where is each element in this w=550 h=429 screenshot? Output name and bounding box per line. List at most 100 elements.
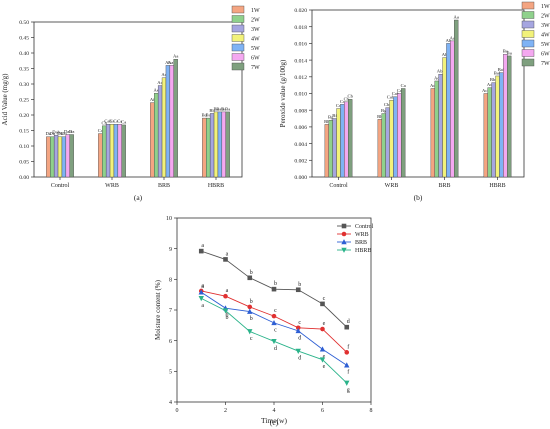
bar-data-label: Bg <box>328 115 334 120</box>
bar <box>324 124 329 178</box>
bar-data-label: Cabc <box>387 95 396 100</box>
point-marker <box>295 325 301 331</box>
bar <box>381 113 386 178</box>
bar <box>161 77 167 178</box>
bar-data-label: Db <box>57 131 63 136</box>
point-data-label: e <box>323 321 326 327</box>
point-marker <box>320 301 325 307</box>
point-marker <box>319 346 326 352</box>
x-tick-label: HBRB <box>208 183 224 189</box>
bar-data-label: Cc <box>98 128 103 133</box>
panel-b-peroxide-value: 0.000 0.002 0.004 0.006 0.008 0.010 0.012 0.014… <box>279 1 550 202</box>
y-tick-label: 0.05 <box>19 160 29 166</box>
bar-data-label: Ba <box>507 50 512 55</box>
y-tick-label: 0.25 <box>19 98 29 104</box>
point-data-label: c <box>250 336 253 342</box>
legend-label: 6W <box>251 56 260 62</box>
bar-data-label: Ca <box>121 119 126 124</box>
legend-swatch <box>521 39 535 48</box>
point-marker <box>271 338 277 345</box>
bar-data-label: Ba <box>503 49 508 54</box>
bar <box>430 88 435 178</box>
bar-data-label: Ad <box>430 83 436 88</box>
point-data-label: c <box>274 308 277 314</box>
point-marker <box>341 247 347 253</box>
point-data-label: e <box>323 354 326 360</box>
y-tick-label: 0.10 <box>19 144 29 150</box>
bar <box>109 124 115 178</box>
bar <box>209 113 215 178</box>
bar <box>348 99 353 178</box>
bar-data-label: Aab <box>168 60 176 65</box>
x-tick-label: WRB <box>385 183 399 189</box>
y-tick-label: 0.50 <box>19 20 29 26</box>
point-data-label: b <box>274 281 277 287</box>
point-marker <box>341 231 347 237</box>
bar <box>483 93 488 178</box>
point-data-label: a <box>201 283 204 289</box>
y-tick-label: 5 <box>169 370 172 376</box>
y-tick-label: 0.014 <box>294 58 307 64</box>
x-tick-label: 0 <box>176 408 179 414</box>
point-marker <box>247 308 253 314</box>
y-tick-label: 0.002 <box>294 159 307 165</box>
bar-data-label: Bbc <box>490 77 497 82</box>
legend-label: 4W <box>251 37 260 43</box>
y-tick-label: 0.010 <box>294 92 307 98</box>
bar <box>157 85 163 178</box>
bar <box>393 96 398 178</box>
y-tick-label: 0.004 <box>294 142 307 148</box>
x-tick-label: 6 <box>321 408 324 414</box>
bar <box>65 134 70 178</box>
point-marker <box>344 362 350 368</box>
bar <box>454 19 459 178</box>
point-data-label: b <box>250 316 253 322</box>
legend-swatch <box>231 43 245 52</box>
bar-data-label: Ba <box>221 106 226 111</box>
y-tick-label: 0.15 <box>19 129 29 135</box>
legend-swatch <box>521 49 535 57</box>
bar <box>491 82 496 178</box>
legend-swatch <box>521 20 535 29</box>
point-marker <box>344 380 350 386</box>
legend-label: HBRB <box>355 248 371 254</box>
legend-label: 6W <box>541 52 550 58</box>
bar-data-label: Ad <box>487 82 493 87</box>
x-tick-label: HBRB <box>489 183 505 189</box>
point-data-label: b <box>250 299 253 305</box>
bar <box>102 125 107 178</box>
point-marker <box>341 239 347 245</box>
legend-swatch <box>231 62 245 71</box>
bar <box>446 43 451 178</box>
bar-data-label: Ba <box>225 106 230 111</box>
point-data-label: d <box>298 335 301 341</box>
bar-data-label: Ab <box>446 38 452 43</box>
bar-data-label: Bab <box>498 67 506 72</box>
bar-data-label: Db <box>61 131 67 136</box>
bar-data-label: Cc <box>340 99 345 104</box>
legend-swatch <box>521 58 535 67</box>
legend-swatch <box>521 11 535 19</box>
legend-label: 2W <box>541 14 550 20</box>
y-tick-label: 0.006 <box>294 125 307 131</box>
bar-data-label: Cab <box>104 119 112 124</box>
point-marker <box>198 296 204 302</box>
bar <box>332 118 337 178</box>
point-marker <box>271 286 277 292</box>
bar <box>105 124 111 178</box>
point-data-label: d <box>347 319 350 325</box>
y-tick-label: 0.000 <box>294 175 307 181</box>
y-tick-label: 0.20 <box>19 113 29 119</box>
bar <box>61 136 67 178</box>
point-data-label: g <box>347 387 350 393</box>
point-data-label: a <box>201 284 204 290</box>
point-data-label: d <box>274 346 277 352</box>
bar-data-label: Bg <box>381 108 387 113</box>
point-marker <box>344 324 350 330</box>
bar <box>487 87 492 178</box>
y-tick-label: 0.00 <box>19 175 29 181</box>
bar-data-label: Da <box>69 129 74 134</box>
y-tick-label: 0.30 <box>19 82 29 88</box>
bar <box>499 72 504 178</box>
y-tick-label: 8 <box>169 278 172 284</box>
